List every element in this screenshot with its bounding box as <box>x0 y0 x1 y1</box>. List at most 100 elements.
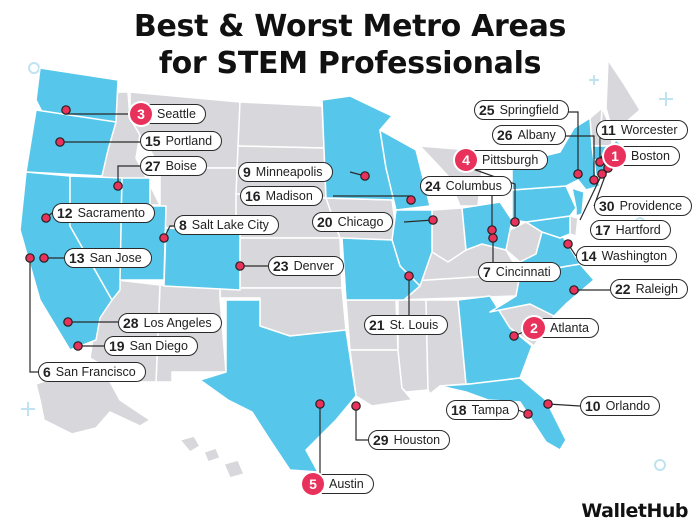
metro-rank: 26 <box>497 127 513 143</box>
metro-rank: 1 <box>604 145 626 167</box>
city-marker-29 <box>351 401 361 411</box>
metro-name: Seattle <box>157 107 196 121</box>
metro-label: 14 Washington <box>576 246 678 266</box>
metro-name: St. Louis <box>389 318 439 332</box>
leader-line-6 <box>29 258 38 373</box>
leader-line-29 <box>355 406 368 441</box>
metro-label: 13 San Jose <box>64 248 152 268</box>
city-marker-24 <box>487 225 497 235</box>
metro-rank: 8 <box>179 217 187 233</box>
metro-rank: 10 <box>585 398 601 414</box>
metro-name: San Diego <box>129 339 188 353</box>
state-wisconsin <box>379 129 431 211</box>
metro-label: 10 Orlando <box>580 396 661 416</box>
city-marker-3 <box>61 105 71 115</box>
city-marker-8 <box>159 233 169 243</box>
state-ohio <box>461 201 513 251</box>
metro-label: 24 Columbus <box>420 176 512 196</box>
state-indiana <box>431 207 467 263</box>
metro-rank: 6 <box>43 364 51 380</box>
metro-label: 23 Denver <box>268 256 344 276</box>
metro-name: Atlanta <box>550 321 589 335</box>
metro-rank: 22 <box>615 281 631 297</box>
metro-name: Hartford <box>615 223 661 237</box>
city-marker-19 <box>73 341 83 351</box>
city-marker-2 <box>509 331 519 341</box>
metro-rank: 9 <box>243 164 251 180</box>
state-missouri <box>341 237 421 301</box>
city-marker-26 <box>589 175 599 185</box>
metro-label: 20 Chicago <box>312 212 394 232</box>
metro-label: 28 Los Angeles <box>118 313 222 333</box>
city-marker-10 <box>543 399 553 409</box>
metro-label: 16 Madison <box>240 186 323 206</box>
leader-line-4 <box>469 167 516 222</box>
city-marker-11 <box>595 157 605 167</box>
metro-rank: 18 <box>451 402 467 418</box>
map-title: Best & Worst Metro Areas for STEM Profes… <box>0 8 700 82</box>
sparkle-circle <box>28 62 40 74</box>
sparkle-plus <box>21 402 35 416</box>
metro-label: 5 Austin <box>302 473 374 495</box>
metro-label: 17 Hartford <box>590 220 671 240</box>
metro-rank: 2 <box>523 317 545 339</box>
city-marker-5 <box>315 399 325 409</box>
metro-label: 12 Sacramento <box>52 203 155 223</box>
metro-name: Raleigh <box>635 282 678 296</box>
metro-name: Portland <box>165 134 213 148</box>
metro-name: Houston <box>393 433 441 447</box>
metro-rank: 5 <box>302 473 324 495</box>
state-pennsylvania <box>511 185 577 223</box>
metro-rank: 12 <box>57 205 73 221</box>
metro-rank: 15 <box>145 133 161 149</box>
metro-name: San Jose <box>89 251 142 265</box>
city-marker-21 <box>404 271 414 281</box>
metro-rank: 19 <box>109 338 125 354</box>
metro-name: Austin <box>329 477 364 491</box>
city-marker-25 <box>573 169 583 179</box>
metro-rank: 30 <box>599 198 615 214</box>
metro-rank: 7 <box>483 264 491 280</box>
sparkle-plus <box>589 75 599 85</box>
metro-name: Boston <box>631 149 670 163</box>
metro-name: Sacramento <box>77 206 145 220</box>
city-marker-13 <box>39 253 49 263</box>
city-marker-14 <box>563 239 573 249</box>
metro-name: San Francisco <box>55 365 136 379</box>
metro-name: Albany <box>517 128 556 142</box>
metro-rank: 23 <box>273 258 289 274</box>
city-marker-16 <box>406 195 416 205</box>
wallethub-logo: WalletHub <box>581 500 688 522</box>
title-line-1: Best & Worst Metro Areas <box>133 9 567 44</box>
city-marker-12 <box>41 213 51 223</box>
metro-name: Orlando <box>605 399 651 413</box>
metro-rank: 20 <box>317 214 333 230</box>
city-marker-18 <box>523 409 533 419</box>
city-marker-28 <box>63 317 73 327</box>
city-marker-23 <box>235 261 245 271</box>
metro-rank: 25 <box>479 102 495 118</box>
metro-rank: 11 <box>601 122 616 138</box>
metro-label: 18 Tampa <box>446 400 520 420</box>
metro-name: Providence <box>619 199 683 213</box>
city-marker-22 <box>569 285 579 295</box>
city-marker-15 <box>55 137 65 147</box>
state-texas <box>199 299 357 473</box>
metro-name: Cincinnati <box>495 265 551 279</box>
metro-name: Madison <box>265 189 313 203</box>
metro-label: 4 Pittsburgh <box>455 149 549 171</box>
metro-label: 22 Raleigh <box>610 279 688 299</box>
metro-label: 6 San Francisco <box>38 362 146 382</box>
metro-label: 25 Springfield <box>474 100 569 120</box>
city-marker-27 <box>113 181 123 191</box>
metro-name: Columbus <box>445 179 502 193</box>
state-north-carolina <box>489 263 595 317</box>
metro-label: 11 Worcester <box>596 120 688 140</box>
leader-line-10 <box>547 403 581 407</box>
metro-name: Salt Lake City <box>191 218 269 232</box>
metro-label: 3 Seattle <box>130 103 206 125</box>
city-marker-9 <box>360 171 370 181</box>
state-colorado <box>163 227 241 291</box>
metro-name: Denver <box>293 259 334 273</box>
metro-label: 15 Portland <box>140 131 223 151</box>
